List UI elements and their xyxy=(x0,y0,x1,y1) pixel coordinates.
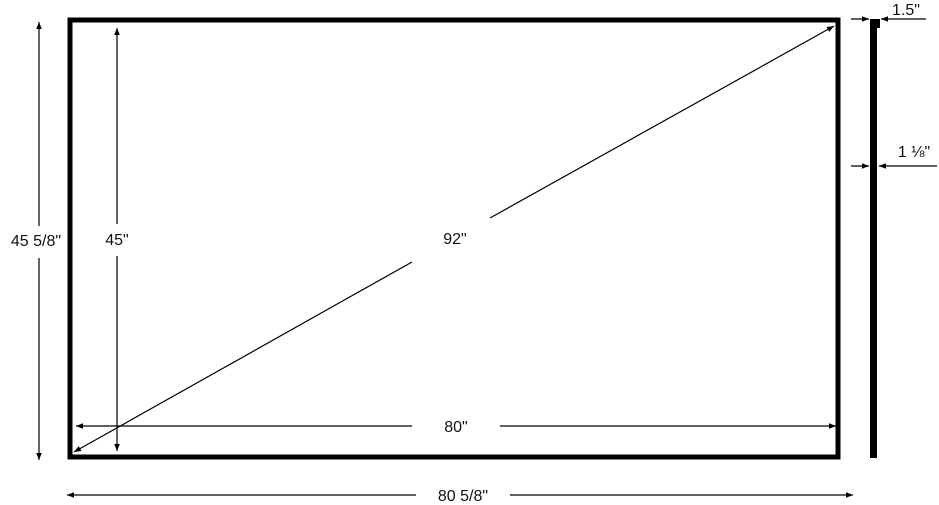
outer-width-label: 80 5/8" xyxy=(438,488,488,505)
diagonal-label: 92" xyxy=(443,231,466,248)
screen-width-label: 80" xyxy=(444,419,467,436)
frame-top-depth-label: 1.5" xyxy=(892,2,920,19)
outer-height-label: 45 5/8" xyxy=(11,233,61,250)
frame-depth-label: 1 ⅛" xyxy=(898,144,930,161)
diagonal-arrow-lower xyxy=(73,261,413,453)
screen-frame-side xyxy=(870,20,877,458)
screen-frame-front xyxy=(67,17,841,460)
diagonal-arrow-upper xyxy=(489,25,835,219)
screen-height-label: 45" xyxy=(105,232,128,249)
screen-frame-side-top xyxy=(870,19,880,28)
